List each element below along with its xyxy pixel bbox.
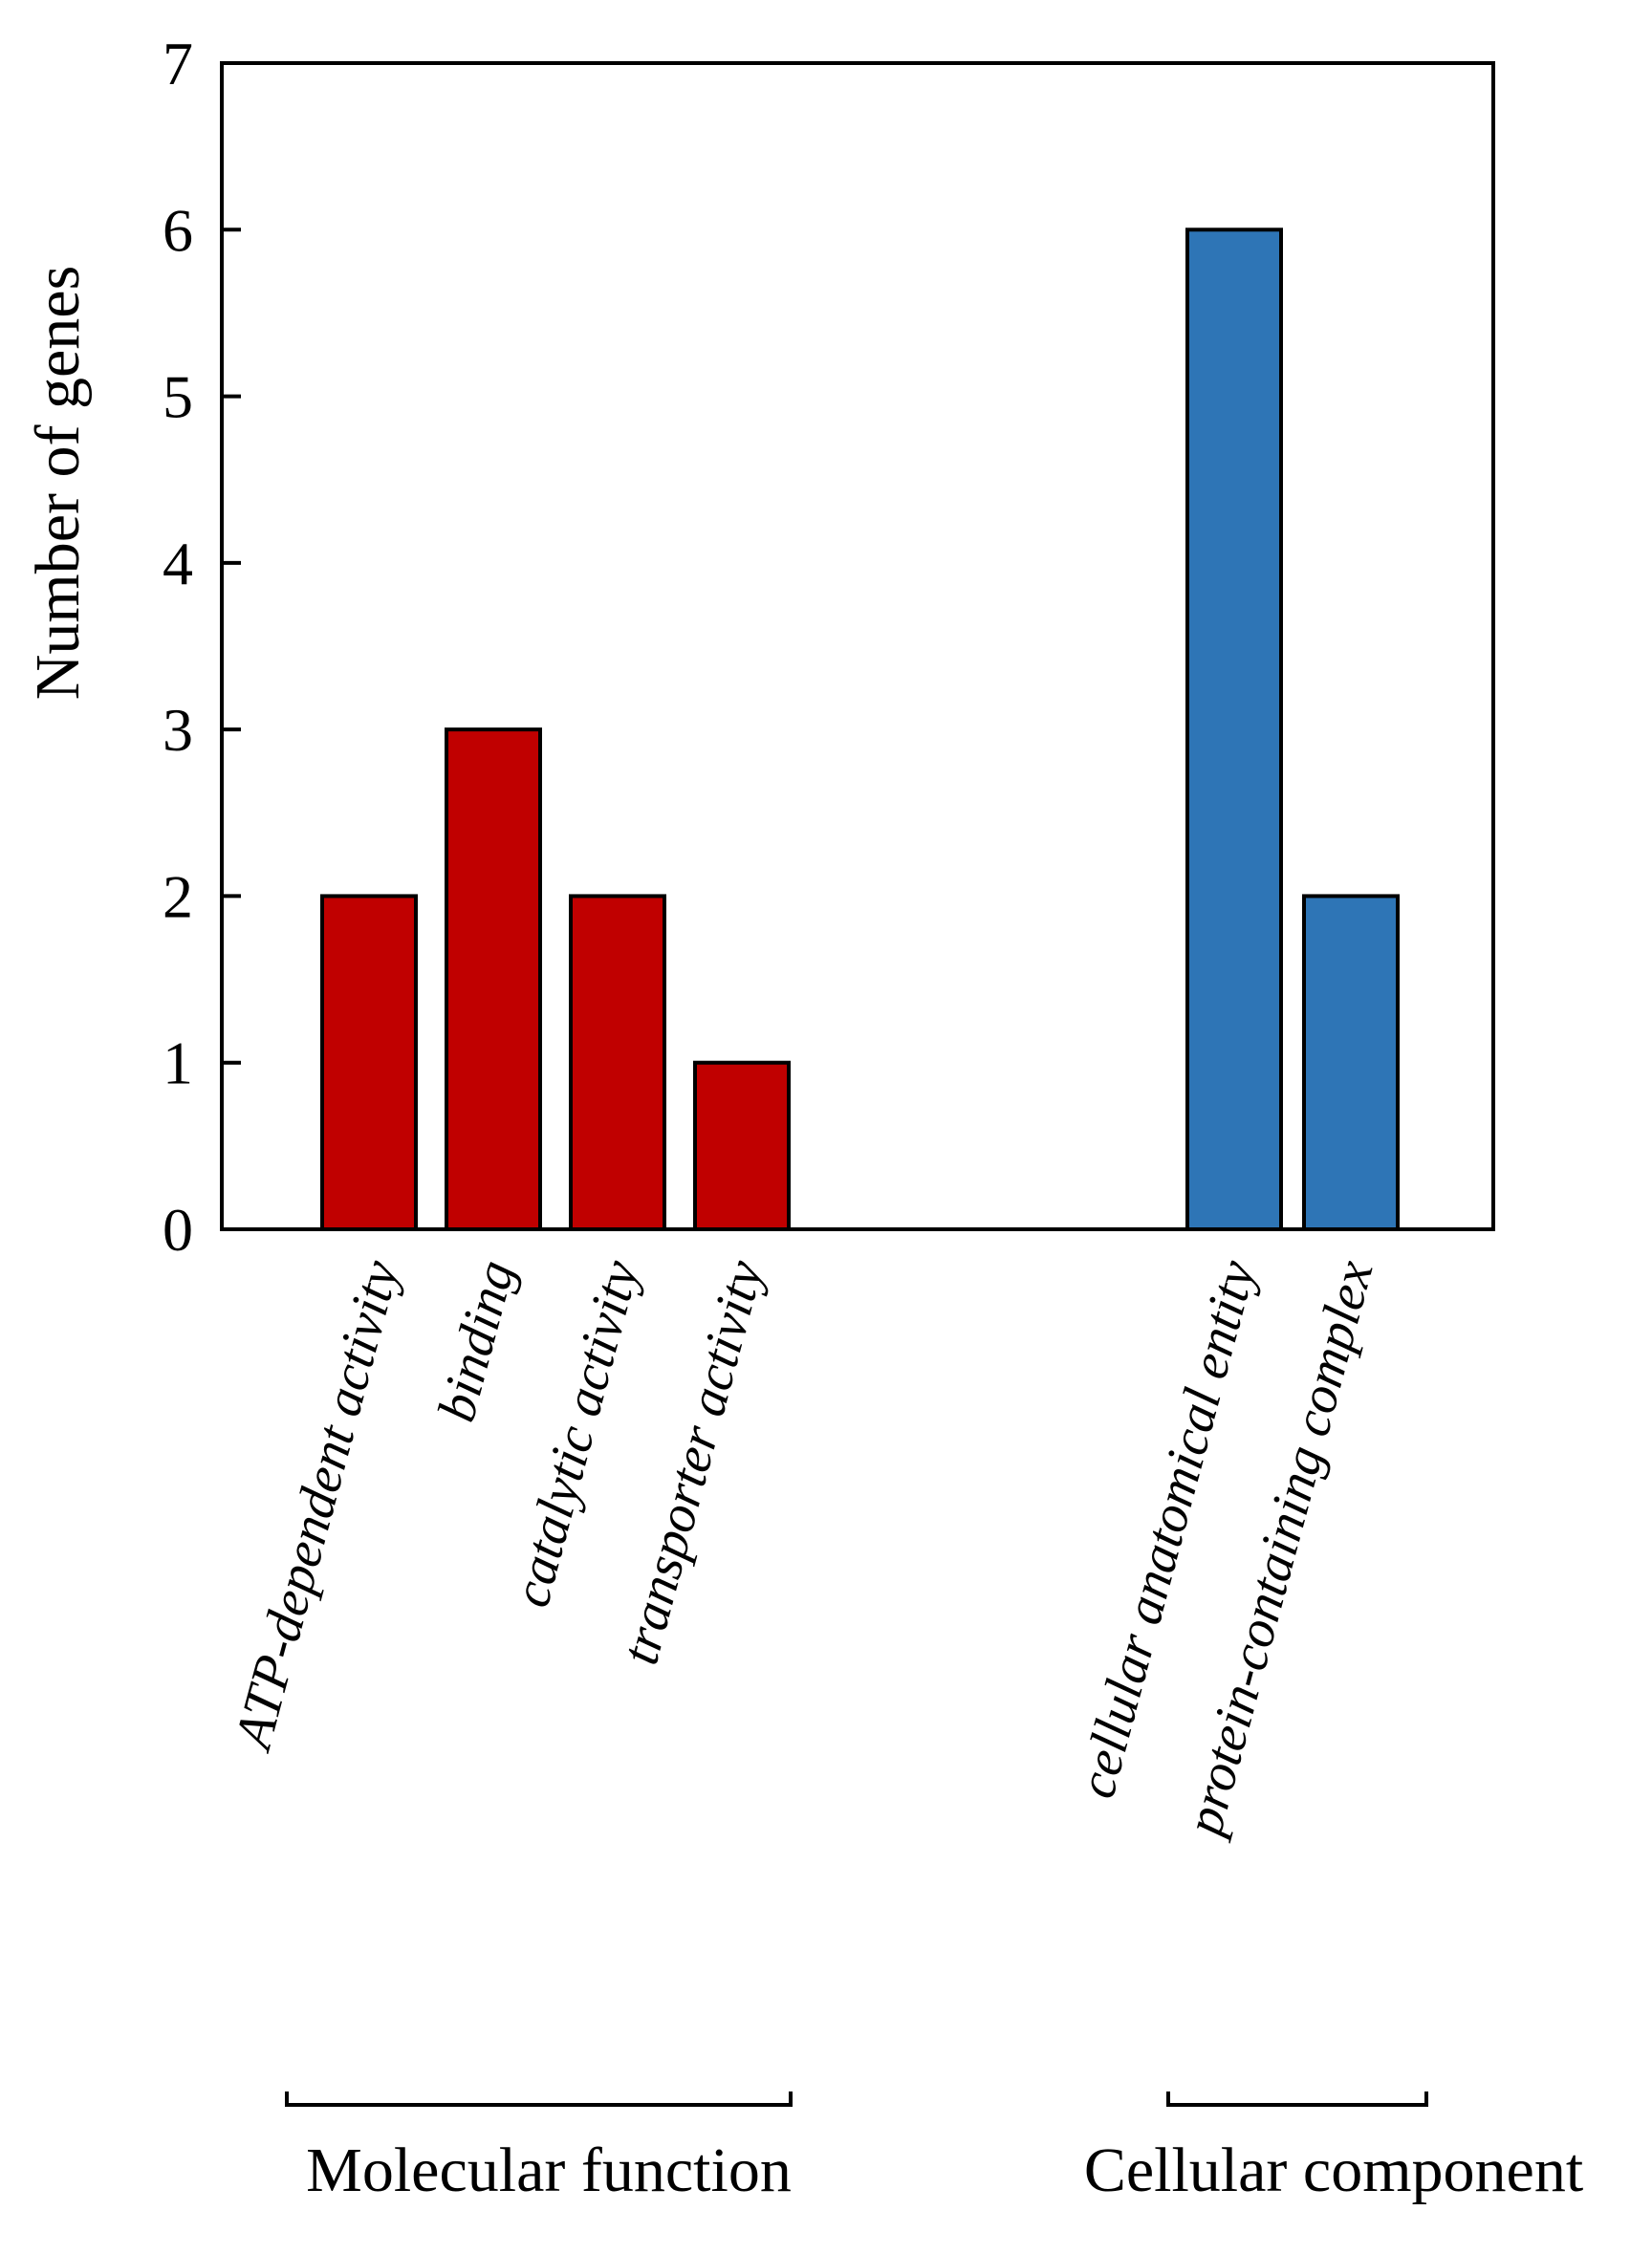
group-label: Molecular function [306, 2135, 792, 2205]
y-tick-label: 5 [163, 363, 193, 431]
x-category-label: binding [426, 1254, 526, 1427]
bar [569, 894, 666, 1232]
group-bracket [1166, 2091, 1428, 2107]
group-label: Cellular component [1084, 2135, 1583, 2205]
bar [445, 727, 542, 1231]
bars [320, 228, 1400, 1232]
y-tick-label: 0 [163, 1196, 193, 1264]
y-axis-label: Number of genes [23, 266, 93, 701]
x-category-label: catalytic activity [501, 1254, 650, 1613]
y-tick-label: 3 [163, 696, 193, 764]
group-brackets: Molecular function Cellular component [285, 2091, 1583, 2205]
group-bracket [285, 2091, 793, 2107]
bar [320, 894, 418, 1232]
plot-frame [220, 61, 1495, 1231]
y-tick-label: 4 [163, 530, 193, 597]
bar [1185, 228, 1283, 1231]
y-tick-label: 2 [163, 862, 193, 930]
y-tick-label: 1 [163, 1029, 193, 1097]
x-category-label: ATP-dependent activity [223, 1254, 411, 1758]
y-axis: 0 1 2 3 4 5 6 7 [163, 30, 241, 1264]
bar [693, 1060, 791, 1231]
bar [1302, 894, 1400, 1232]
y-tick-label: 6 [163, 196, 193, 264]
y-tick-label: 7 [163, 30, 193, 98]
